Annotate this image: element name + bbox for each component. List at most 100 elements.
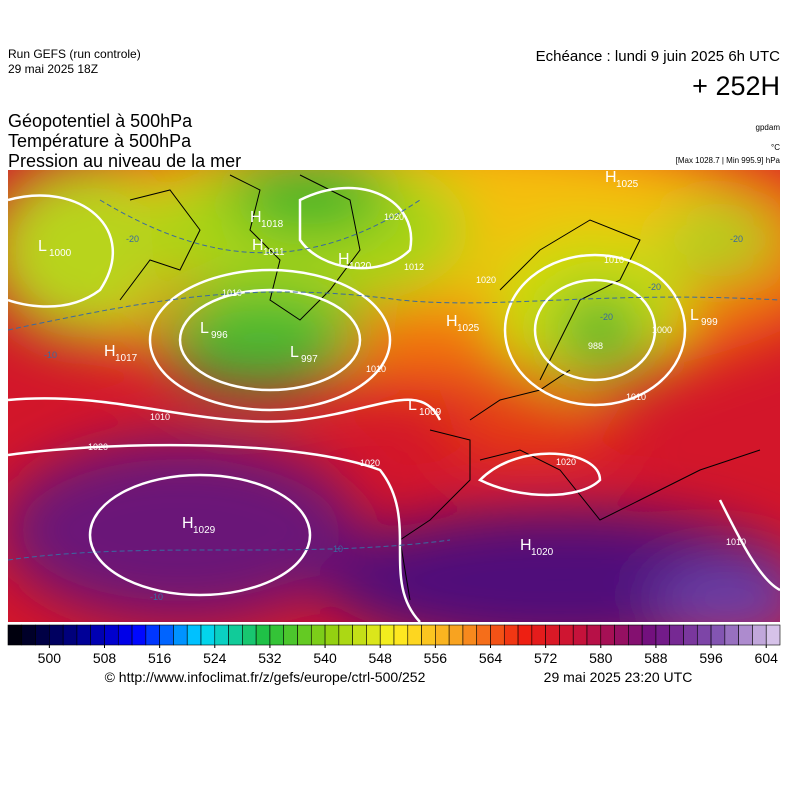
colorbar-cell	[104, 624, 119, 646]
isobar-label: 988	[588, 341, 603, 351]
colorbar-cell	[49, 624, 64, 646]
colorbar-cell	[338, 624, 353, 646]
isobar-label: 1010	[604, 255, 624, 265]
center-value: 997	[301, 354, 318, 365]
pressure-center: H 1011	[252, 237, 285, 258]
colorbar-cell	[407, 624, 422, 646]
isobar-label: 1010	[366, 364, 386, 374]
colorbar-tick-label: 540	[313, 650, 337, 666]
pressure-center: H 1018	[250, 209, 284, 230]
colorbar-cell	[421, 624, 436, 646]
isobar-label: 1010	[626, 392, 646, 402]
colorbar-cell	[448, 624, 464, 646]
isobar-label: 1020	[556, 457, 576, 467]
colorbar-cell	[7, 624, 23, 646]
colorbar-cell	[117, 624, 133, 646]
colorbar-cell	[559, 624, 574, 646]
center-value: 1017	[115, 353, 138, 364]
colorbar-tick-label: 564	[479, 650, 503, 666]
colorbar: 500 508 516 524 532 540 548 556 564 572 580 588 596 6…	[7, 624, 781, 666]
colorbar-cell	[35, 624, 50, 646]
colorbar-cell	[242, 624, 257, 646]
isotherm-label: -10	[330, 544, 343, 554]
colorbar-tick-label: 508	[93, 650, 117, 666]
colorbar-cell	[186, 624, 202, 646]
colorbar-cell	[62, 624, 78, 646]
colorbar-cell	[641, 624, 657, 646]
pressure-center: H 1025	[605, 170, 639, 190]
colorbar-cell	[283, 624, 298, 646]
unit-label: °C	[771, 143, 780, 152]
colorbar-cell	[655, 624, 671, 646]
center-letter: L	[690, 307, 699, 324]
pressure-center: H 1025	[446, 313, 480, 334]
run-label: Run GEFS (run controle)	[8, 47, 141, 61]
colorbar-cell	[531, 624, 546, 646]
isobar-label: 1010	[726, 537, 746, 547]
center-value: 1000	[49, 248, 72, 259]
colorbar-cell	[545, 624, 560, 646]
colorbar-cell	[765, 624, 781, 646]
colorbar-cell	[696, 624, 712, 646]
isobar-label: 1020	[476, 275, 496, 285]
colorbar-tick-label: 572	[534, 650, 558, 666]
isotherm-label: -10	[44, 350, 57, 360]
pressure-center: L 1000	[38, 238, 72, 259]
colorbar-cell	[159, 624, 174, 646]
colorbar-tick-label: 580	[589, 650, 613, 666]
colorbar-cell	[490, 624, 505, 646]
isobar-label: 1012	[404, 262, 424, 272]
colorbar-cell	[324, 624, 340, 646]
pressure-center: L 997	[290, 344, 318, 365]
center-letter: H	[182, 515, 194, 532]
center-letter: L	[38, 238, 47, 255]
colorbar-cell	[173, 624, 188, 646]
center-letter: H	[104, 343, 116, 360]
colorbar-tick-label: 556	[424, 650, 448, 666]
colorbar-cell	[21, 624, 36, 646]
colorbar-cell	[614, 624, 629, 646]
isotherm-label: -20	[600, 312, 613, 322]
isotherm-label: -10	[150, 592, 163, 602]
center-letter: H	[520, 537, 532, 554]
center-value: 1009	[419, 407, 442, 418]
colorbar-cell	[90, 624, 105, 646]
center-value: 996	[211, 330, 228, 341]
center-value: 1018	[261, 219, 284, 230]
pressure-center: L 999	[690, 307, 718, 328]
isotherm-label: -20	[730, 234, 743, 244]
colorbar-cell	[269, 624, 285, 646]
colorbar-cell	[600, 624, 615, 646]
colorbar-cell	[255, 624, 271, 646]
colorbar-cell	[738, 624, 753, 646]
center-value: 1011	[263, 247, 285, 258]
colorbar-cell	[476, 624, 491, 646]
colorbar-tick-label: 548	[369, 650, 393, 666]
pressure-center: H 1029	[182, 515, 216, 536]
colorbar-cell	[228, 624, 243, 646]
isobar-label: 1000	[652, 325, 672, 335]
pressure-center: L 996	[200, 320, 228, 341]
lead-time: + 252H	[692, 71, 780, 101]
colorbar-cell	[379, 624, 395, 646]
colorbar-tick-label: 596	[699, 650, 723, 666]
generated: 29 mai 2025 23:20 UTC	[544, 669, 693, 685]
colorbar-cell	[503, 624, 519, 646]
title: Pression au niveau de la mer	[8, 151, 241, 171]
isotherm-label: -20	[126, 234, 139, 244]
pressure-range: [Max 1028.7 | Min 995.9] hPa	[676, 156, 781, 165]
title: Géopotentiel à 500hPa	[8, 111, 193, 131]
pressure-center: H 1020	[338, 251, 372, 272]
colorbar-cell	[435, 624, 450, 646]
colorbar-tick-label: 532	[258, 650, 282, 666]
center-letter: H	[338, 251, 350, 268]
center-letter: L	[408, 397, 417, 414]
title: Température à 500hPa	[8, 131, 192, 151]
center-letter: H	[252, 237, 264, 254]
colorbar-cell	[572, 624, 588, 646]
colorbar-cell	[200, 624, 216, 646]
pressure-center: H 1020	[520, 537, 554, 558]
valid-time: Echéance : lundi 9 juin 2025 6h UTC	[536, 48, 780, 65]
